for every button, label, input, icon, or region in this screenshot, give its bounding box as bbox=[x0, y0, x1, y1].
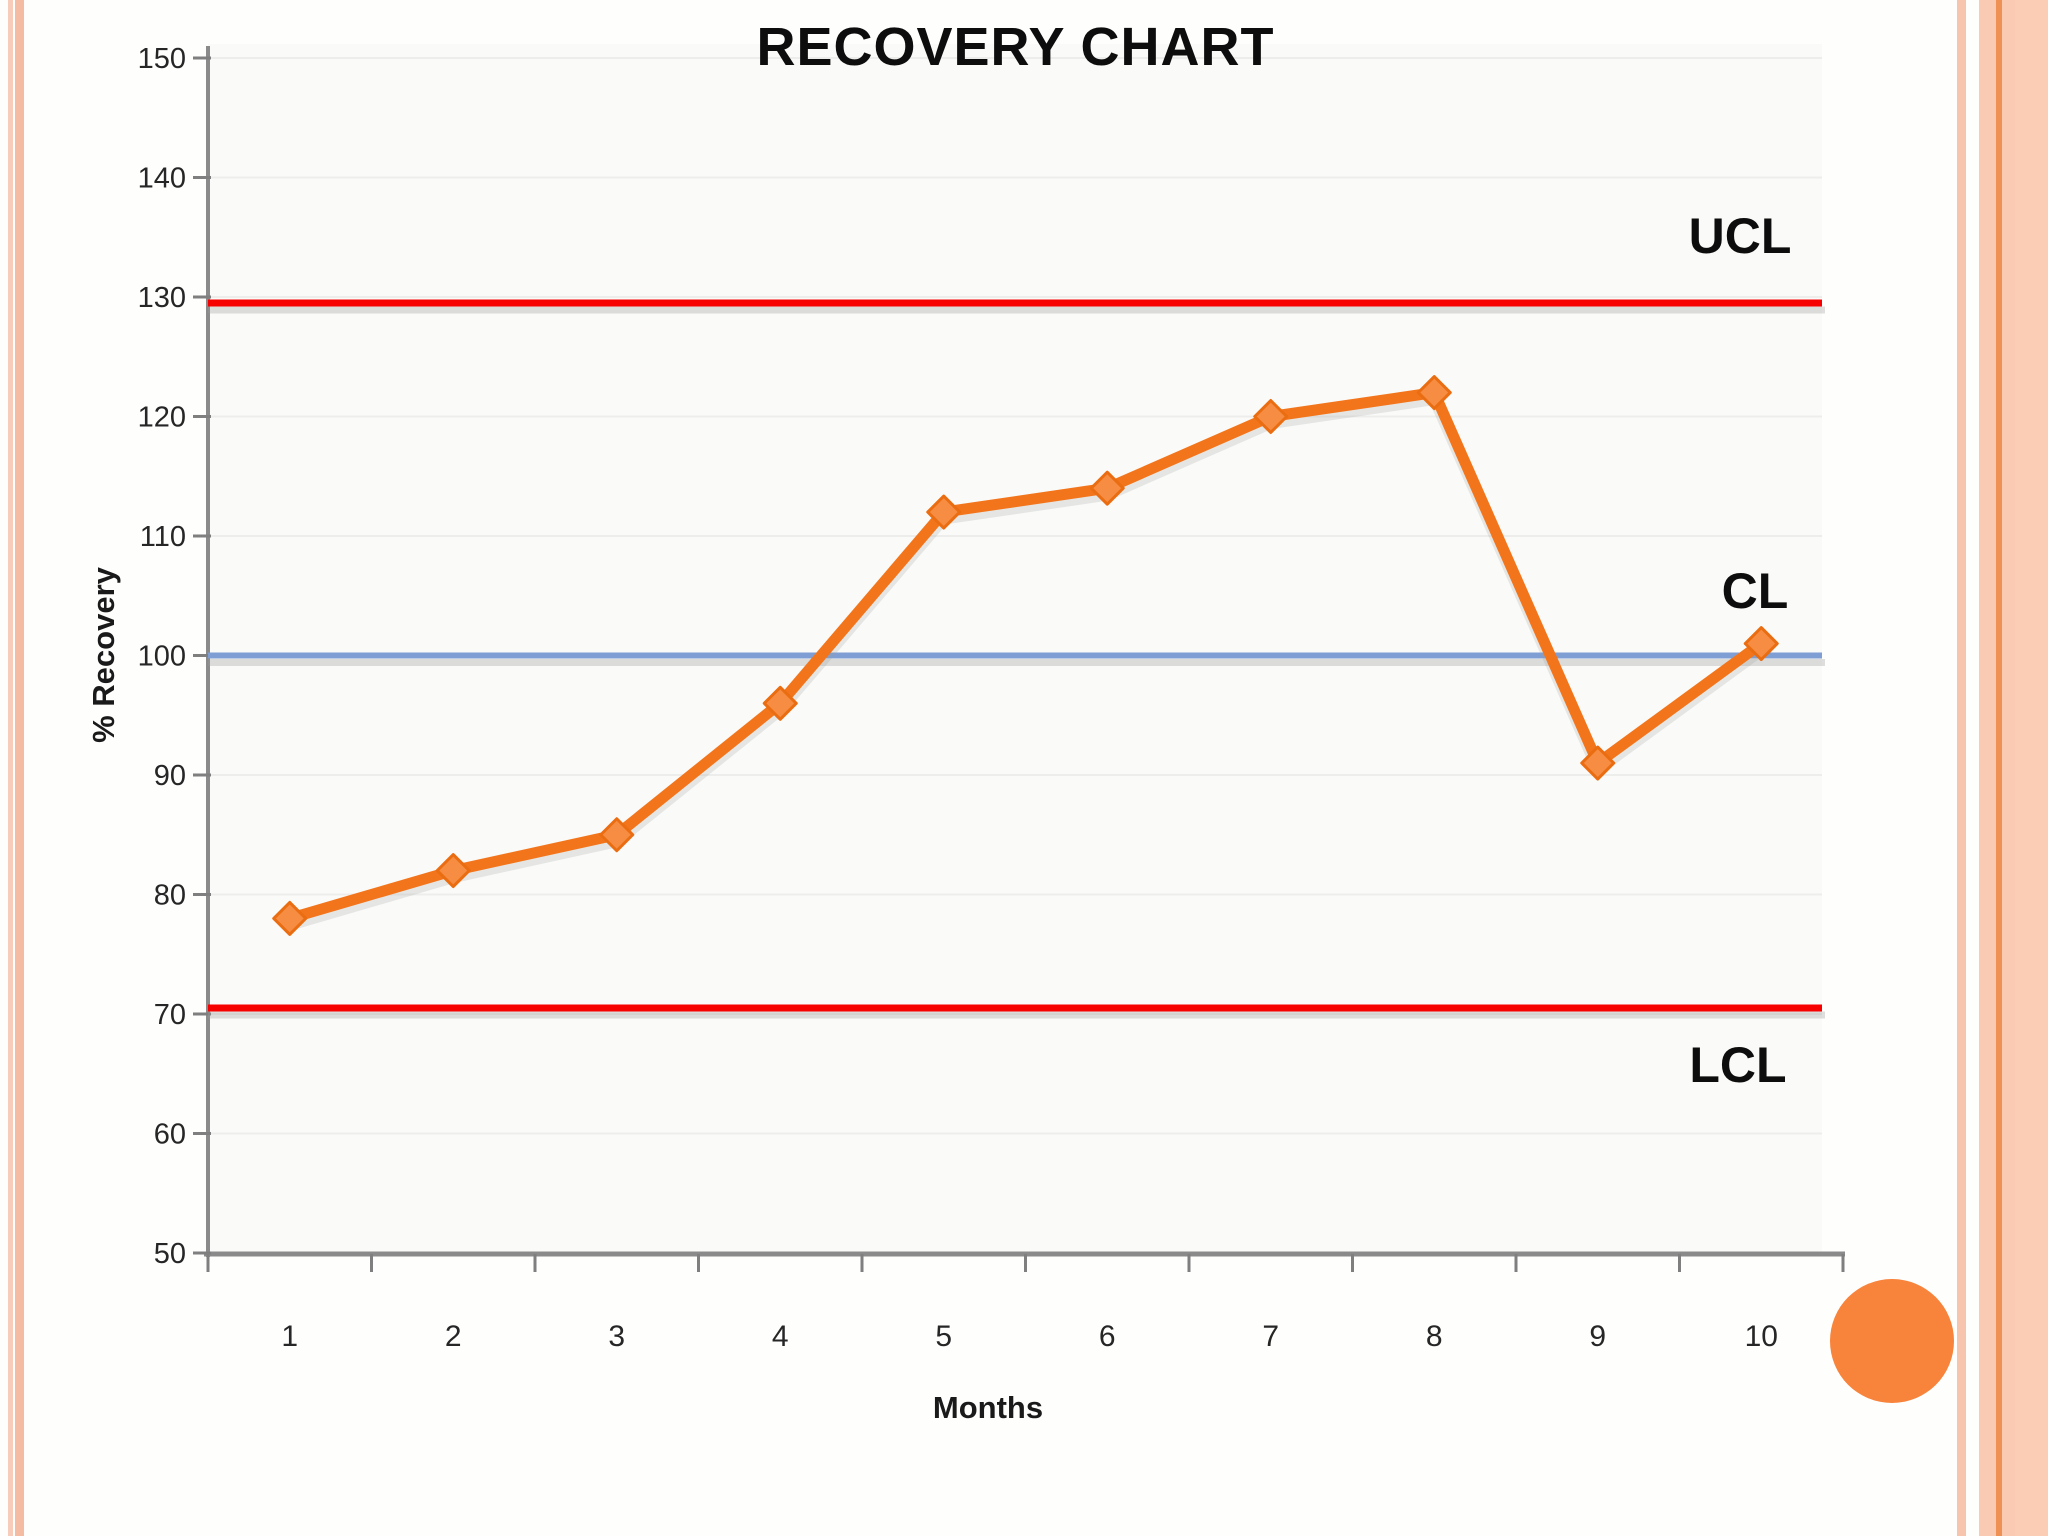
data-point-month-5 bbox=[926, 494, 962, 530]
lcl-line-label: LCL bbox=[1689, 1037, 1787, 1093]
x-tick-label-2: 2 bbox=[445, 1320, 462, 1353]
left-border-stripe-inner bbox=[15, 0, 24, 1536]
y-tick-label-60: 60 bbox=[154, 1119, 186, 1151]
y-tick-label-120: 120 bbox=[138, 402, 186, 434]
y-tick-label-100: 100 bbox=[138, 641, 186, 673]
y-tick-label-70: 70 bbox=[154, 999, 186, 1031]
x-tick-label-4: 4 bbox=[772, 1320, 789, 1353]
data-point-month-6 bbox=[1089, 470, 1125, 506]
corner-circle-decoration bbox=[1830, 1279, 1954, 1403]
x-tick-label-1: 1 bbox=[281, 1320, 298, 1353]
y-tick-label-140: 140 bbox=[138, 163, 186, 195]
x-tick-label-6: 6 bbox=[1099, 1320, 1116, 1353]
plot-area-background bbox=[208, 44, 1822, 1253]
chart-title: RECOVERY CHART bbox=[756, 17, 1275, 77]
series-line bbox=[284, 387, 1767, 924]
x-tick-label-9: 9 bbox=[1589, 1320, 1606, 1353]
x-tick-label-8: 8 bbox=[1426, 1320, 1443, 1353]
right-border-accent-line bbox=[1996, 0, 2002, 1536]
right-border-stripe-inner bbox=[1957, 0, 1966, 1536]
x-axis-title: Months bbox=[932, 1390, 1044, 1425]
data-point-month-10 bbox=[1743, 626, 1779, 662]
ucl-line-label: UCL bbox=[1688, 208, 1792, 264]
y-tick-label-50: 50 bbox=[154, 1238, 186, 1270]
y-tick-label-90: 90 bbox=[154, 760, 186, 792]
x-tick-label-3: 3 bbox=[608, 1320, 625, 1353]
cl-line-label: CL bbox=[1721, 563, 1789, 619]
x-tick-label-7: 7 bbox=[1262, 1320, 1279, 1353]
y-tick-label-80: 80 bbox=[154, 880, 186, 912]
data-point-month-8 bbox=[1416, 375, 1452, 411]
y-tick-label-110: 110 bbox=[140, 521, 186, 553]
left-border-stripe-outer bbox=[8, 0, 13, 1536]
data-point-month-2 bbox=[435, 853, 471, 889]
data-point-month-7 bbox=[1253, 399, 1289, 434]
data-point-month-9 bbox=[1580, 745, 1616, 781]
y-axis-title: % Recovery bbox=[86, 567, 121, 743]
data-point-month-3 bbox=[599, 817, 635, 853]
x-tick-label-10: 10 bbox=[1745, 1320, 1778, 1353]
data-point-month-1 bbox=[272, 900, 308, 936]
y-tick-label-130: 130 bbox=[138, 282, 186, 314]
right-border-band-light bbox=[2015, 0, 2048, 1536]
y-tick-label-150: 150 bbox=[138, 43, 186, 75]
x-tick-label-5: 5 bbox=[935, 1320, 952, 1353]
data-point-month-4 bbox=[762, 685, 798, 721]
